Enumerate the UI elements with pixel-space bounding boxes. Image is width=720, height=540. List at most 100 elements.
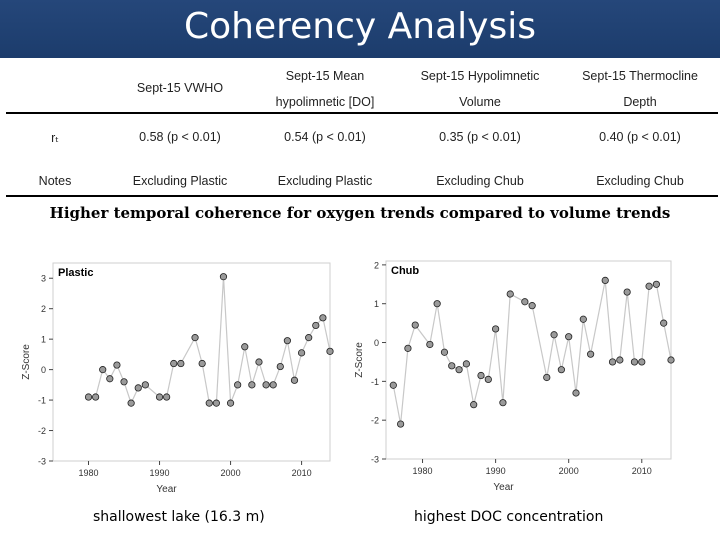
chub-data-point [543,373,551,382]
plastic-data-point [297,349,306,357]
chub-data-point [462,360,470,368]
chub-data-point [506,290,514,298]
chub-chart: Chub -3 -2 -1 0 1 2 1980 1990 2000 2010 Year Z-Score [354,260,675,493]
table-header-hypo-volume-line2: Volume [459,95,501,109]
chub-data-point [579,315,587,323]
plastic-data-point [319,314,327,322]
table-cell-notes-mean-do: Excluding Plastic [277,174,373,188]
chub-data-point [616,356,624,364]
page-title: Coherency Analysis [184,6,536,47]
chub-data-point [652,280,660,288]
plastic-data-point [305,334,313,342]
table-cell-rt-depth: 0.40 (p < 0.01) [599,130,681,144]
chub-data-point [477,371,485,380]
table-header-vwho: Sept-15 VWHO [136,81,224,95]
chub-data-point [608,358,617,366]
chub-data-point [660,319,668,327]
plastic-y-tick-label: 2 [41,304,46,314]
plastic-data-point [120,378,128,386]
chub-x-axis-label: Year [493,482,514,493]
plastic-data-point [205,399,213,407]
plastic-y-tick-label: 0 [41,365,46,375]
plastic-y-tick-label: 3 [41,274,46,284]
plastic-data-point [226,399,235,407]
chub-data-point [601,276,609,285]
plastic-data-point [177,359,185,368]
chub-data-point [550,331,558,339]
chub-data-point [411,321,419,329]
chub-data-point [404,344,412,352]
plastic-data-point [326,347,334,355]
chub-data-point [638,358,646,366]
chub-y-tick-label: -1 [371,377,379,387]
chub-data-point [484,375,492,384]
chub-data-point [470,401,478,409]
chub-y-tick-label: -2 [371,416,379,426]
chub-y-axis-label: Z-Score [354,342,365,378]
plastic-plot-area [52,262,331,462]
plastic-data-point [290,376,299,384]
plastic-x-tick-label: 1980 [78,468,98,478]
plastic-data-point [312,321,320,330]
table-header-mean-do: Sept-15 Mean [285,69,365,83]
table-header-hypo-volume: Sept-15 Hypolimnetic [420,69,540,83]
chub-x-tick-label: 1980 [413,466,433,476]
chub-data-point [528,302,536,310]
chub-data-point [565,333,573,341]
table-row-label-rt: rₜ [51,131,59,145]
chub-data-point [433,300,441,308]
plastic-data-point [127,399,135,407]
chub-data-point [397,420,405,428]
chub-data-point [630,358,639,366]
plastic-data-point [99,366,107,374]
plastic-data-point [155,393,164,401]
table-header-mean-do-line2: hypolimnetic [DO] [275,95,375,109]
plastic-data-point [106,375,114,383]
chub-data-point [557,366,565,374]
table-cell-notes-vwho: Excluding Plastic [132,174,228,188]
caption-plastic: shallowest lake (16.3 m) [93,509,265,525]
plastic-y-axis-label: Z-Score [21,344,32,380]
table-cell-rt-vwho: 0.58 (p < 0.01) [139,130,221,144]
chub-y-tick-label: 0 [374,338,379,348]
plastic-chart-title: Plastic [58,267,93,279]
chub-data-point [623,288,631,296]
table-cell-rt-volume: 0.35 (p < 0.01) [439,130,521,144]
plastic-data-point [92,393,100,401]
chub-data-point [645,282,653,290]
table-row-label-notes: Notes [38,174,72,188]
table-rule-top [6,112,718,114]
plastic-data-point [170,359,178,368]
plastic-data-point [269,381,277,389]
plastic-data-point [248,381,256,389]
plastic-data-point [262,381,270,389]
plastic-chart: Plastic -3 -2 -1 0 1 2 3 1980 1990 2000 2010 Year Z-S… [21,262,334,495]
plastic-x-tick-label: 1990 [150,468,170,478]
chub-plot-area [385,260,672,460]
table-cell-notes-depth: Excluding Chub [596,174,684,188]
plastic-data-point [219,273,228,281]
chub-data-point [521,298,529,306]
title-bar [0,0,720,58]
plastic-y-tick-label: 1 [41,335,46,345]
chub-data-point [499,399,507,407]
table-header-thermocline: Sept-15 Thermocline [582,69,698,83]
plastic-x-axis-label: Year [156,484,177,495]
chub-y-tick-label: 2 [374,260,379,270]
table-header-thermocline-line2: Depth [623,95,657,109]
chub-data-point [448,362,456,370]
chub-data-point [492,325,500,333]
chub-y-tick-label: -3 [371,455,379,465]
plastic-data-point [84,393,93,401]
caption-chub: highest DOC concentration [414,509,604,525]
plastic-data-point [113,361,121,369]
plastic-data-point [191,334,199,342]
chub-data-point [389,381,397,389]
chub-data-point [426,340,434,349]
plastic-data-point [283,337,291,345]
plastic-data-point [276,362,284,371]
plastic-y-tick-label: -3 [38,457,46,467]
plastic-data-point [198,359,206,368]
plastic-data-point [234,381,242,389]
plastic-x-tick-label: 2000 [221,468,241,478]
